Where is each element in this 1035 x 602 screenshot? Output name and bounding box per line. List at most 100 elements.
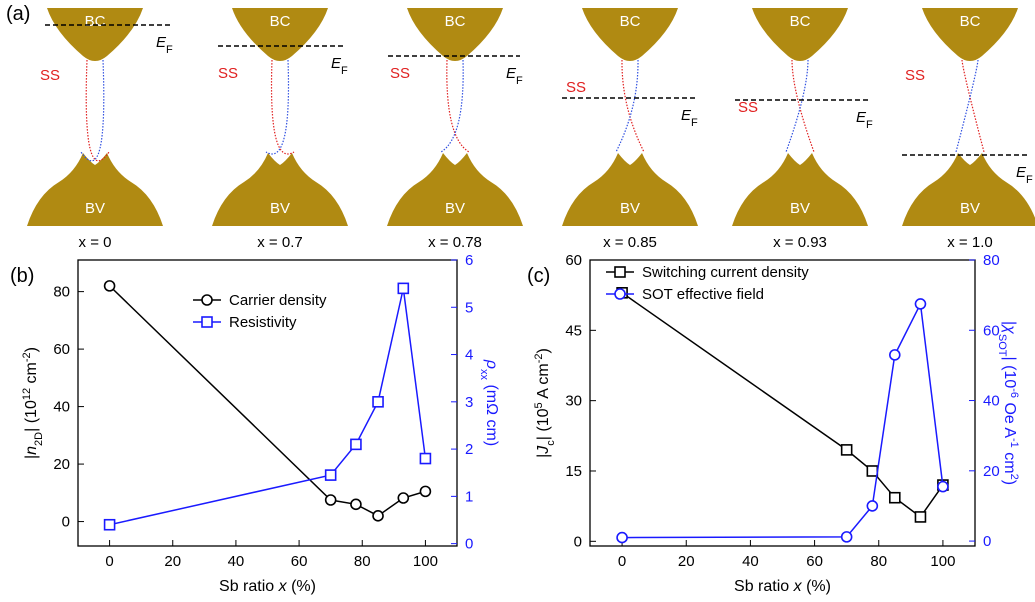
fermi-sub: F: [516, 75, 523, 87]
legend-label: Resistivity: [229, 314, 297, 331]
fermi-sub: F: [866, 119, 873, 131]
y-tick-label: 60: [53, 341, 70, 358]
y2-tick-label: 60: [983, 322, 1000, 339]
label-part: | (10: [23, 400, 40, 432]
y-tick-label: 60: [565, 252, 582, 269]
x-tick-label: 80: [354, 553, 371, 570]
conduction-band: [922, 8, 1018, 61]
label-part: (mΩ cm): [483, 380, 500, 446]
y-tick-label: 20: [53, 456, 70, 473]
data-point: [840, 531, 853, 543]
caption: x = 1.0: [947, 234, 992, 251]
label-part: Oe A: [1001, 398, 1018, 438]
bc-label: BC: [445, 13, 466, 30]
surface-state-blue: [440, 59, 464, 153]
y2-tick-label: 2: [465, 441, 473, 458]
data-point: [866, 500, 879, 512]
y2-axis-title: ρxx (mΩ cm): [478, 359, 500, 446]
label-part: |: [535, 454, 552, 458]
label-part: 5: [533, 402, 545, 408]
data-point: [866, 465, 879, 477]
legend-label: SOT effective field: [642, 286, 764, 303]
legend-label: Carrier density: [229, 292, 327, 309]
caption: x = 0.7: [257, 234, 302, 251]
label-part: A cm: [535, 363, 552, 402]
label-part: 12: [21, 388, 33, 400]
data-point: [324, 469, 337, 481]
label-part: n: [23, 446, 40, 455]
surface-state-red: [270, 59, 295, 155]
y2-tick-label: 5: [465, 299, 473, 316]
ss-label: SS: [218, 65, 238, 82]
data-point: [914, 511, 927, 523]
data-point: [103, 518, 116, 531]
label-part: (%): [287, 578, 316, 595]
label-part: |: [1001, 321, 1018, 325]
surface-state-blue: [785, 59, 809, 153]
x-axis-title: Sb ratio x (%): [219, 578, 316, 595]
valence-band: [562, 153, 698, 226]
label-part: ): [535, 348, 552, 353]
ss-label: SS: [390, 65, 410, 82]
plot-frame: [589, 259, 976, 547]
bv-label: BV: [445, 200, 465, 217]
label-part: x: [278, 578, 288, 595]
y-tick-label: 0: [574, 533, 582, 550]
y2-tick-label: 80: [983, 252, 1000, 269]
conduction-band: [232, 8, 328, 61]
fermi-label: EF: [856, 109, 873, 131]
label-part: | (10: [1001, 356, 1018, 388]
conduction-band: [582, 8, 678, 61]
label-part: x: [793, 578, 803, 595]
y-axis-title: |Jc| (105 A cm-2): [533, 348, 557, 458]
x-tick-label: 20: [678, 553, 695, 570]
caption: x = 0: [79, 234, 112, 251]
data-point: [888, 349, 901, 361]
data-point: [419, 452, 432, 465]
data-point: [350, 498, 362, 511]
caption: x = 0.85: [603, 234, 657, 251]
legend-marker: [614, 266, 626, 278]
y2-tick-label: 1: [465, 488, 473, 505]
y-tick-label: 30: [565, 393, 582, 410]
valence-band: [212, 153, 348, 226]
x-tick-label: 0: [618, 553, 626, 570]
data-point: [372, 510, 384, 522]
surface-state-red: [85, 59, 110, 162]
surface-state-blue: [955, 59, 979, 153]
bc-label: BC: [270, 13, 291, 30]
bv-label: BV: [85, 200, 105, 217]
label-part: xx: [478, 369, 490, 381]
label-part: 2D: [33, 432, 45, 446]
surface-state-blue: [80, 59, 105, 162]
ss-label: SS: [738, 99, 758, 116]
label-part: cm: [1001, 448, 1018, 474]
x-tick-label: 80: [870, 553, 887, 570]
panel-label: (c): [527, 265, 550, 287]
series-line: [621, 292, 944, 518]
y2-tick-label: 3: [465, 394, 473, 411]
legend-label: Switching current density: [642, 264, 809, 281]
surface-state-red: [621, 59, 645, 153]
data-point: [937, 480, 949, 493]
ss-label: SS: [40, 67, 60, 84]
bc-label: BC: [790, 13, 811, 30]
y-tick-label: 15: [565, 463, 582, 480]
bc-label: BC: [85, 13, 106, 30]
legend-marker: [614, 288, 626, 300]
bv-label: BV: [270, 200, 290, 217]
data-point: [372, 396, 384, 408]
y-tick-label: 40: [53, 399, 70, 416]
label-part: | (10: [535, 408, 552, 440]
label-part: -2: [21, 352, 33, 362]
label-part: 2: [1008, 474, 1020, 480]
valence-band: [27, 153, 163, 226]
legend-marker: [201, 294, 213, 306]
label-part: ρ: [483, 359, 500, 369]
ss-label: SS: [905, 67, 925, 84]
y2-tick-label: 40: [983, 393, 1000, 410]
label-part: |: [23, 455, 40, 459]
y2-tick-label: 20: [983, 463, 1000, 480]
x-tick-label: 60: [291, 553, 308, 570]
label-part: SOT: [996, 334, 1008, 357]
